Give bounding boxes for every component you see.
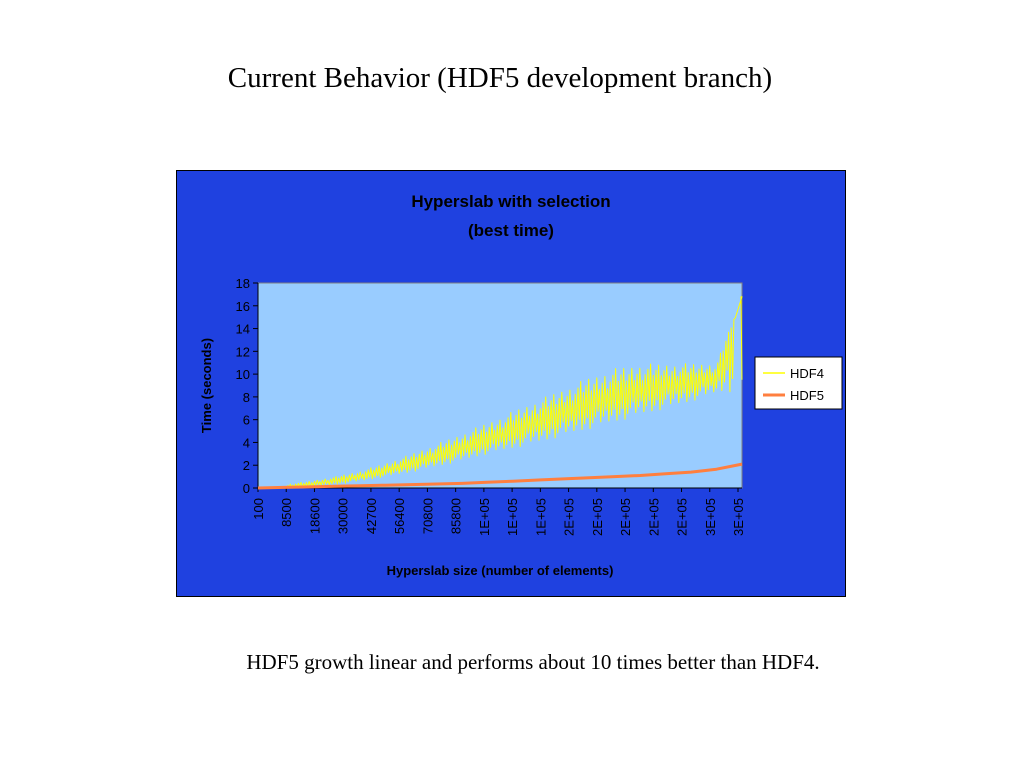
x-tick-label: 42700: [364, 498, 379, 534]
x-tick-label: 2E+05: [562, 498, 577, 536]
x-tick-label: 2E+05: [646, 498, 661, 536]
x-tick-label: 85800: [449, 498, 464, 534]
series-line-hdf5: [257, 462, 743, 490]
y-tick-label: 2: [243, 458, 250, 473]
slide-title: Current Behavior (HDF5 development branc…: [227, 62, 773, 94]
chart-frame: Hyperslab with selection (best time) 0 2 4 6 8…: [176, 170, 846, 597]
y-tick-label: 12: [236, 344, 250, 359]
y-tick-label: 14: [236, 322, 250, 337]
x-tick-label: 18600: [307, 498, 322, 534]
legend-label-hdf5: HDF5: [790, 388, 824, 403]
y-tick-label: 16: [236, 299, 250, 314]
x-tick-label: 2E+05: [590, 498, 605, 536]
x-axis-label: Hyperslab size (number of elements): [387, 563, 614, 578]
x-tick-label: 70800: [420, 498, 435, 534]
x-tick-label: 56400: [392, 498, 407, 534]
chart-title-line-2: (best time): [468, 221, 554, 240]
y-tick-label: 10: [236, 367, 250, 382]
x-tick-label: 30000: [336, 498, 351, 534]
x-tick-label: 3E+05: [703, 498, 718, 536]
y-axis-label: Time (seconds): [199, 338, 214, 433]
x-tick-label: 2E+05: [618, 498, 633, 536]
legend-box: [754, 356, 843, 410]
y-tick-label: 0: [243, 481, 250, 496]
y-tick-label: 8: [243, 390, 250, 405]
y-tick-label: 6: [243, 413, 250, 428]
x-tick-label: 8500: [279, 498, 294, 527]
chart-svg: Hyperslab with selection (best time) 0 2 4 6 8…: [199, 192, 843, 578]
y-tick-label: 4: [243, 435, 250, 450]
chart-title-line-1: Hyperslab with selection: [411, 192, 610, 211]
series-line-hdf4: [287, 296, 743, 488]
x-tick-label: 1E+05: [477, 498, 492, 536]
x-tick-label: 3E+05: [731, 498, 746, 536]
x-tick-label: 2E+05: [675, 498, 690, 536]
slide-caption: HDF5 growth linear and performs about 10…: [246, 650, 820, 674]
x-tick-label: 100: [251, 498, 266, 520]
legend-label-hdf4: HDF4: [790, 366, 824, 381]
y-tick-label: 18: [236, 276, 250, 291]
x-tick-label: 1E+05: [505, 498, 520, 536]
x-tick-label: 1E+05: [533, 498, 548, 536]
